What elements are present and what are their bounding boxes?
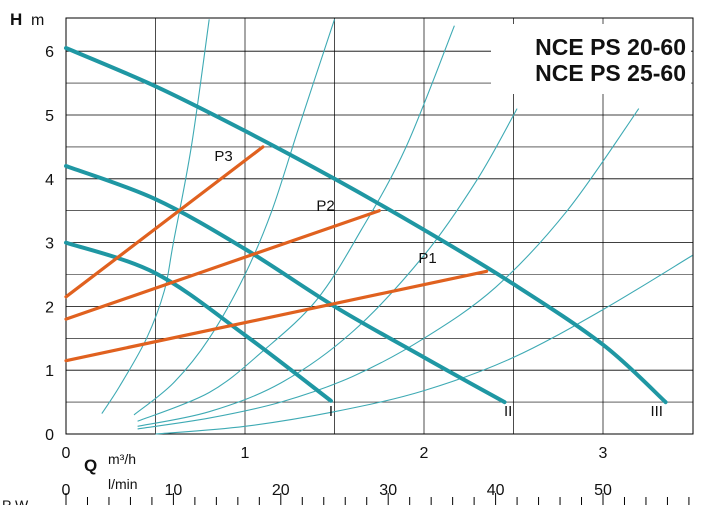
system-curve-5 — [137, 108, 640, 430]
y-tick-label: 3 — [45, 236, 54, 253]
y-axis-unit: m — [31, 12, 44, 29]
curve-label: P2 — [316, 198, 334, 215]
power-line-p2 — [64, 209, 381, 321]
x-tick-label: 0 — [62, 445, 71, 462]
y-tick-label: 6 — [45, 44, 54, 61]
footer-text: P W — [2, 497, 29, 505]
y-tick-label: 4 — [45, 172, 54, 189]
system-curve-4 — [137, 108, 518, 427]
x-axis-unit: m³/h — [108, 451, 136, 467]
x2-tick-label: 20 — [272, 482, 290, 499]
pump-curve-iii — [64, 46, 668, 405]
x2-tick-label: 30 — [379, 482, 397, 499]
x2-tick-label: 0 — [62, 482, 71, 499]
x-tick-label: 2 — [420, 445, 429, 462]
x-tick-label: 3 — [599, 445, 608, 462]
curve-label: P1 — [418, 250, 436, 267]
x-axis-symbol: Q — [84, 456, 97, 475]
system-curve-2 — [133, 19, 336, 416]
x-axis-2-unit: l/min — [108, 476, 138, 492]
y-tick-label: 1 — [45, 363, 54, 380]
x-tick-label: 1 — [241, 445, 250, 462]
system-curve-3 — [137, 25, 455, 422]
curve-label: P3 — [214, 148, 232, 165]
power-line-p3 — [64, 145, 265, 299]
system-curves — [101, 19, 693, 435]
power-line-p1 — [64, 269, 489, 363]
curve-label: I — [329, 403, 333, 420]
pump-curve-i — [64, 240, 333, 403]
title-box — [491, 24, 691, 94]
plot-frame — [65, 17, 694, 435]
pump-curves — [64, 46, 668, 405]
pump-curve-ii — [64, 164, 507, 405]
curve-label: III — [650, 403, 663, 420]
x2-tick-label: 50 — [594, 482, 612, 499]
x2-tick-label: 40 — [487, 482, 505, 499]
y-tick-label: 2 — [45, 299, 54, 316]
y-axis-symbol: H — [10, 10, 22, 29]
system-curve-6 — [155, 254, 693, 435]
chart-title-line-2: NCE PS 25-60 — [535, 60, 686, 86]
chart-title-line-1: NCE PS 20-60 — [535, 34, 686, 60]
x2-tick-label: 10 — [165, 482, 183, 499]
power-lines — [64, 145, 489, 363]
y-tick-label: 0 — [45, 427, 54, 444]
curve-label: II — [504, 403, 512, 420]
y-tick-label: 5 — [45, 108, 54, 125]
